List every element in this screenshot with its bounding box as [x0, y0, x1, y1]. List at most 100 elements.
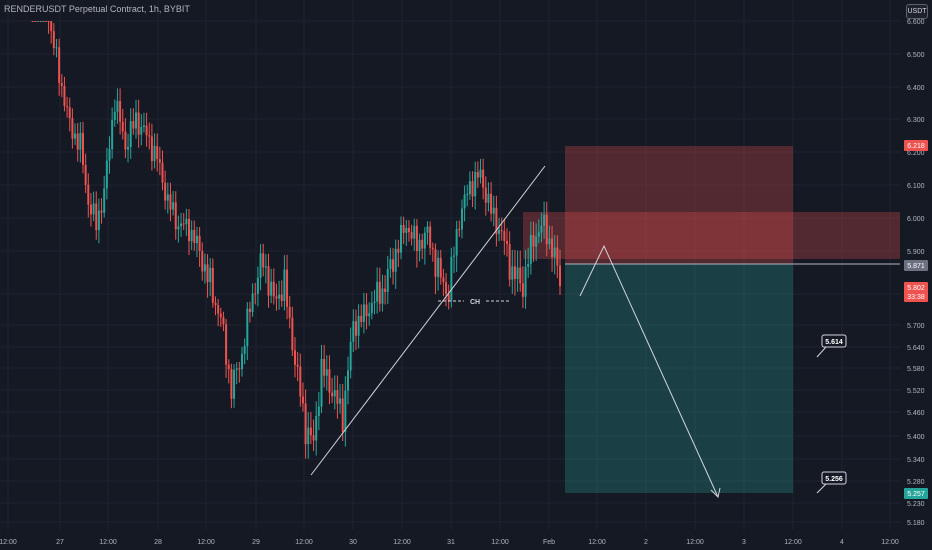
- candle-body: [442, 277, 445, 283]
- candle-body: [545, 214, 548, 245]
- y-tick-label: 5.340: [907, 457, 925, 464]
- candle-body: [79, 132, 82, 150]
- x-tick-label: 27: [56, 539, 64, 546]
- candle-body: [463, 194, 466, 209]
- candle-body: [543, 214, 546, 226]
- candle-body: [365, 304, 368, 317]
- candle-body: [66, 106, 69, 108]
- candle-body: [127, 146, 130, 150]
- y-tick-label: 6.500: [907, 52, 925, 59]
- callout-box: [821, 334, 847, 348]
- candle-body: [466, 194, 469, 196]
- x-tick-label: 12:00: [491, 539, 509, 546]
- candle-body: [381, 288, 384, 304]
- candle-body: [378, 281, 381, 304]
- candle-body: [320, 358, 323, 407]
- candle-body: [370, 302, 373, 314]
- candle-body: [447, 294, 450, 301]
- candle-body: [317, 406, 320, 417]
- y-tick-label: 5.280: [907, 479, 925, 486]
- candle-body: [89, 204, 92, 215]
- y-tick-label: 5.400: [907, 434, 925, 441]
- candle-body: [132, 121, 135, 129]
- candle-body: [498, 229, 501, 235]
- candle-body: [113, 111, 116, 120]
- candle-body: [389, 259, 392, 269]
- candle-body: [95, 203, 98, 231]
- candle-body: [394, 248, 397, 272]
- callout-label: 5.256: [825, 476, 843, 483]
- candle-body: [135, 112, 137, 129]
- candle-body: [341, 398, 344, 432]
- candle-body: [217, 305, 220, 314]
- candle-body: [551, 238, 554, 258]
- candle-body: [209, 267, 212, 283]
- candle-body: [516, 267, 519, 279]
- candle-body: [137, 112, 140, 135]
- candle-body: [246, 308, 249, 347]
- candle-body: [339, 398, 342, 404]
- candle-body: [105, 160, 108, 189]
- candle-body: [84, 164, 87, 185]
- candle-body: [474, 171, 477, 197]
- projection-path: [579, 244, 719, 498]
- candle-body: [360, 315, 363, 322]
- candle-body: [304, 403, 307, 445]
- candle-body: [535, 236, 538, 247]
- candle-body: [445, 282, 448, 295]
- candle-body: [315, 416, 318, 441]
- ch-annotation: CH: [470, 299, 480, 306]
- candle-body: [97, 210, 100, 231]
- stop-loss-zone: [565, 146, 793, 264]
- candle-body: [140, 126, 143, 135]
- currency-button[interactable]: USDT: [906, 4, 928, 19]
- candle-body: [34, 21, 37, 22]
- candle-body: [511, 266, 514, 280]
- x-tick-label: 12:00: [99, 539, 117, 546]
- candle-body: [203, 264, 206, 272]
- candle-body: [182, 223, 185, 225]
- callout-label: 5.614: [825, 339, 843, 346]
- y-tick-label: 6.100: [907, 183, 925, 190]
- x-tick-label: 30: [349, 539, 357, 546]
- candle-body: [164, 182, 167, 201]
- candle-body: [460, 208, 463, 230]
- take-profit-zone: [565, 264, 793, 493]
- candle-body: [344, 390, 347, 432]
- candle-body: [39, 21, 42, 22]
- candle-body: [201, 250, 204, 272]
- x-tick-label: 12:00: [393, 539, 411, 546]
- candle-body: [376, 281, 379, 302]
- x-tick-label: 12:00: [686, 539, 704, 546]
- entry-price-tag: [904, 260, 928, 271]
- x-tick-label: 12:00: [881, 539, 899, 546]
- candle-body: [225, 324, 228, 365]
- y-tick-label: 6.600: [907, 19, 925, 26]
- candle-body: [116, 101, 119, 112]
- candle-body: [195, 235, 198, 244]
- target-price-label: 5.257: [907, 491, 925, 498]
- y-tick-label: 5.180: [907, 520, 925, 527]
- candle-body: [426, 226, 429, 233]
- y-tick-label: 5.460: [907, 410, 925, 417]
- candle-body: [453, 255, 455, 257]
- candle-body: [392, 259, 395, 272]
- candle-body: [219, 313, 222, 318]
- y-tick-label: 5.700: [907, 323, 925, 330]
- candle-body: [227, 364, 230, 370]
- candle-body: [487, 193, 490, 203]
- candle-body: [455, 229, 458, 256]
- candle-body: [275, 296, 278, 299]
- candle-body: [471, 181, 474, 197]
- candle-body: [264, 266, 267, 268]
- x-tick-label: 28: [154, 539, 162, 546]
- x-tick-label: 2: [644, 539, 648, 546]
- candle-body: [386, 268, 389, 292]
- candle-body: [325, 369, 328, 376]
- candle-body: [222, 317, 225, 325]
- x-tick-label: 12:00: [295, 539, 313, 546]
- trendline: [310, 165, 546, 476]
- y-tick-label: 5.580: [907, 366, 925, 373]
